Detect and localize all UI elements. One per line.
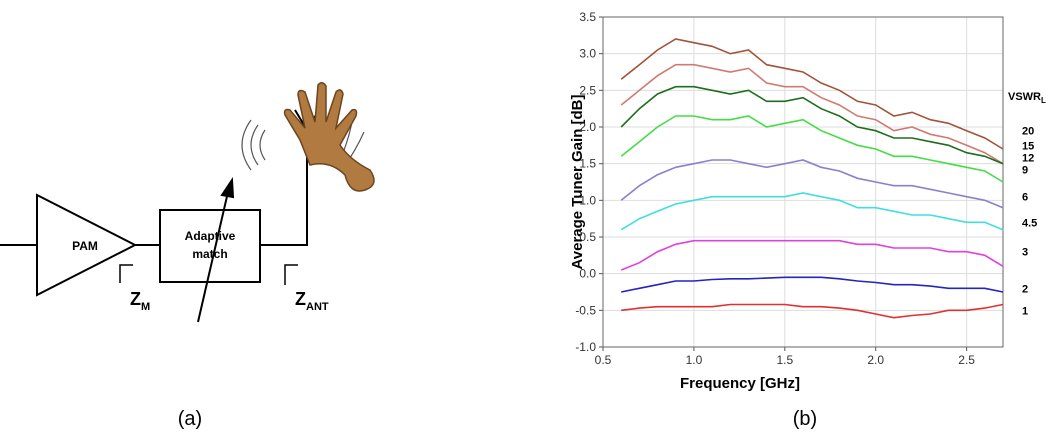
wire xyxy=(260,130,308,246)
match-label: match xyxy=(192,247,227,261)
caption: (a) xyxy=(178,408,202,430)
y-tick-label: 3.0 xyxy=(579,47,596,61)
z: Z xyxy=(295,289,306,309)
z-sub: ANT xyxy=(306,301,329,313)
z-sub: M xyxy=(141,301,150,313)
amplifier xyxy=(36,193,138,297)
z-arrow xyxy=(284,264,298,285)
series-line xyxy=(621,276,1004,293)
z-ant: ZANT xyxy=(295,289,329,313)
x-tick-label: 2.0 xyxy=(867,353,884,367)
y-axis-label: Average Tuner Gain [dB] xyxy=(569,94,586,269)
legend-title-sub: L xyxy=(1041,96,1046,105)
series-line xyxy=(620,38,1004,150)
legend-label: 20 xyxy=(1022,126,1034,138)
legend-label: 2 xyxy=(1022,283,1028,295)
y-tick-label: 2.5 xyxy=(579,83,596,97)
y-tick-label: 3.5 xyxy=(579,10,596,24)
legend-label: 12 xyxy=(1022,152,1034,164)
waves xyxy=(241,119,266,171)
hand xyxy=(283,82,375,192)
legend-label: 15 xyxy=(1022,140,1034,152)
match-label: Adaptive xyxy=(185,229,236,243)
y-tick-label: 0.5 xyxy=(579,230,596,244)
arrow-head xyxy=(220,176,235,199)
tune-arrow xyxy=(197,191,229,323)
legend-label: 3 xyxy=(1022,247,1028,259)
series-line xyxy=(620,85,1004,165)
legend-label: 1 xyxy=(1022,305,1028,317)
x-tick-label: 0.5 xyxy=(595,353,612,367)
series-line xyxy=(620,63,1004,165)
legend-label: 4.5 xyxy=(1022,217,1037,229)
z-arrow xyxy=(119,264,133,283)
z: Z xyxy=(130,289,141,309)
legend-label: 6 xyxy=(1022,192,1028,204)
caption: (b) xyxy=(793,408,817,430)
x-axis-label: Frequency [GHz] xyxy=(680,375,800,392)
y-tick-label: 0.0 xyxy=(579,267,596,281)
series-line xyxy=(620,115,1004,183)
z-m: ZM xyxy=(130,289,150,313)
amp-label: PAM xyxy=(72,239,98,253)
y-tick-label: 1.5 xyxy=(579,157,596,171)
series-line xyxy=(620,239,1004,271)
x-tick-label: 1.0 xyxy=(686,353,703,367)
legend-label: 9 xyxy=(1022,164,1028,176)
legend-title-main: VSWR xyxy=(1008,91,1041,103)
y-tick-label: 1.0 xyxy=(579,193,596,207)
legend-title: VSWRL xyxy=(1008,91,1046,105)
series-line xyxy=(620,159,1004,209)
y-tick-label: -1.0 xyxy=(575,340,596,354)
x-tick-label: 2.5 xyxy=(958,353,975,367)
x-tick-label: 1.5 xyxy=(776,353,793,367)
plot-area xyxy=(603,17,1003,347)
series-line xyxy=(620,192,1004,231)
series-line xyxy=(621,303,1004,319)
y-tick-label: -0.5 xyxy=(575,303,596,317)
y-tick-label: 2.0 xyxy=(579,120,596,134)
